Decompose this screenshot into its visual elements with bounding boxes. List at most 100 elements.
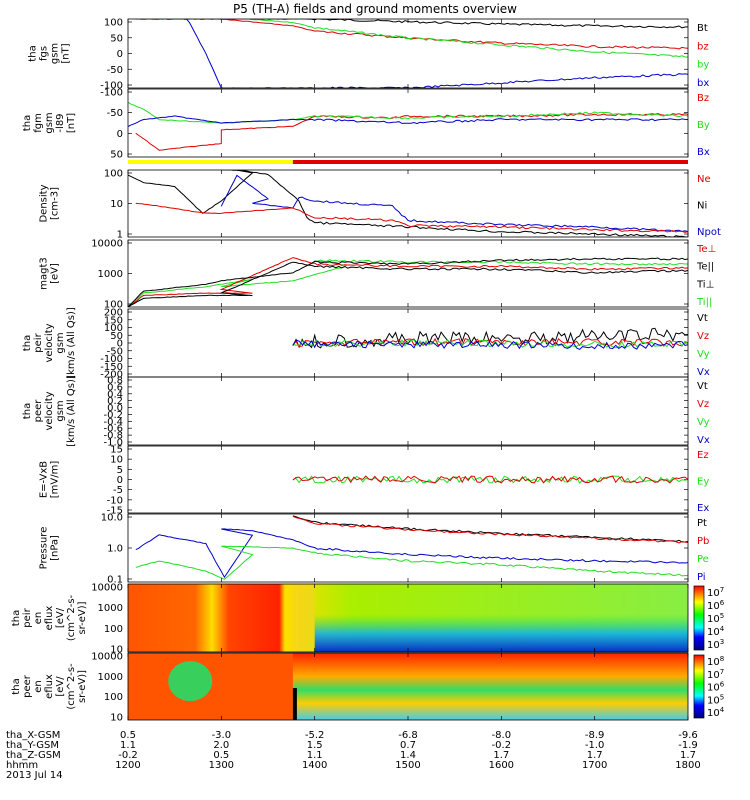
panel-ylabel: magt3[eV] xyxy=(39,257,61,290)
panel-ylabel: thapeireneflux[eV/(cm^2-s-sr-eV)] xyxy=(11,594,88,641)
legend-Vz: Vz xyxy=(697,331,709,342)
orbit-value: 1.1 xyxy=(120,740,136,751)
ytick-label: -100 xyxy=(100,81,123,92)
legend-Vt: Vt xyxy=(697,313,708,324)
legend-by: by xyxy=(697,60,709,71)
legend-Bx: Bx xyxy=(697,147,710,158)
colorbar xyxy=(693,654,705,719)
colorbar-tick: 103 xyxy=(707,638,724,651)
panel-ylabel: thafgmgsm-l89[nT] xyxy=(22,112,77,133)
series-Ti|| xyxy=(128,259,688,307)
ytick-label: 0.8 xyxy=(107,376,123,387)
time-tick-label: 1300 xyxy=(209,760,234,771)
ytick-label: 100 xyxy=(104,624,123,635)
ytick-label: 1000 xyxy=(98,269,123,280)
legend-Vy: Vy xyxy=(697,349,710,360)
ytick-label: 10 xyxy=(110,199,123,210)
ytick-label: 50 xyxy=(110,33,123,44)
mode-bar-red xyxy=(292,160,688,164)
series-Ey xyxy=(292,475,688,484)
legend-Npot: Npot xyxy=(697,227,721,238)
series-Pt xyxy=(292,515,688,543)
panel-ylabel: Pressure[nPa] xyxy=(39,527,61,570)
ytick-label: 0 xyxy=(117,129,123,140)
legend-Ex: Ex xyxy=(697,503,709,514)
panel-10: thapeereneflux[eV/(cm^2-s-sr-eV)]10000 10… xyxy=(11,652,725,724)
ytick-label: 10000 xyxy=(91,652,123,663)
ytick-label: 1000 xyxy=(98,603,123,614)
ytick-label: -50 xyxy=(107,346,123,357)
orbit-value: 1.7 xyxy=(587,750,603,761)
series-by xyxy=(135,19,688,58)
series-Pi xyxy=(135,528,688,579)
ytick-label: 50 xyxy=(110,331,123,342)
legend-Te||: Te|| xyxy=(696,262,714,273)
legend-Ti⊥: Ti⊥ xyxy=(696,279,714,290)
legend-Ey: Ey xyxy=(697,477,709,488)
panel-ylabel: thapeereneflux[eV/(cm^2-s-sr-eV)] xyxy=(11,663,88,710)
ytick-label: -0.8 xyxy=(103,431,123,442)
ytick-label: -15 xyxy=(107,506,123,517)
ytick-label: 0 xyxy=(117,339,123,350)
orbit-label: tha_X-GSM xyxy=(6,730,60,741)
legend-Pt: Pt xyxy=(697,518,707,529)
orbit-value: 1.7 xyxy=(493,750,509,761)
legend-Pi: Pi xyxy=(697,572,706,583)
legend-Pe: Pe xyxy=(697,554,709,565)
panel-ylabel: Density[cm-3] xyxy=(39,184,61,222)
legend-bz: bz xyxy=(697,41,709,52)
colorbar-tick: 105 xyxy=(707,612,724,625)
orbit-value: -3.0 xyxy=(212,730,232,741)
panel-ylabel: thapeirvelocitygsm[km/s (All Qs)] xyxy=(22,307,77,379)
panel-8: Pressure[nPa] 10.0 1.0 0.1 Pt Pb Pe Pi xyxy=(39,513,710,586)
ytick-label: 150 xyxy=(104,315,123,326)
legend-Vt: Vt xyxy=(697,381,708,392)
ytick-label: 0.2 xyxy=(107,396,123,407)
ytick-label: -50 xyxy=(107,65,123,76)
orbit-label: tha_Z-GSM xyxy=(6,750,61,761)
series-Ti⊥ xyxy=(128,257,688,307)
ytick-label: -0.6 xyxy=(103,424,123,435)
legend-Vz: Vz xyxy=(697,399,709,410)
orbit-value: 0.5 xyxy=(213,750,229,761)
ytick-label: -200 xyxy=(100,370,123,381)
legend-Pb: Pb xyxy=(697,536,709,547)
ytick-label: 10 xyxy=(110,713,123,724)
legend-Vy: Vy xyxy=(697,417,710,428)
panel-4: magt3[eV] 10000 1000 100 Te⊥ Te|| Ti⊥ Ti|| xyxy=(39,239,717,311)
ytick-label: 1 xyxy=(117,230,123,241)
orbit-value: -8.0 xyxy=(492,730,512,741)
ytick-label: 100 xyxy=(104,18,123,29)
page-title: P5 (TH-A) fields and ground moments over… xyxy=(233,2,517,16)
series-bz xyxy=(135,19,688,50)
ytick-label: -150 xyxy=(100,362,123,373)
ytick-label: 0 xyxy=(117,49,123,60)
time-tick-label: 1800 xyxy=(675,760,700,771)
series-Npot xyxy=(220,174,688,233)
legend-Ti||: Ti|| xyxy=(696,297,712,308)
panel-ylabel: thapeervelocitygsm[km/s (All Qs)] xyxy=(22,375,77,447)
series-Vy xyxy=(292,338,688,349)
colorbar-tick: 106 xyxy=(707,681,725,694)
time-tick-label: 1600 xyxy=(489,760,514,771)
ytick-label: -100 xyxy=(100,88,123,99)
legend-Ne: Ne xyxy=(697,174,711,185)
ytick-label: 10000 xyxy=(91,583,123,594)
panel-5: thapeirvelocitygsm[km/s (All Qs)] 2001501… xyxy=(22,307,710,380)
legend-Bt: Bt xyxy=(697,23,708,34)
ytick-label: 10000 xyxy=(91,239,123,250)
ytick-label: 5 xyxy=(117,465,123,476)
panel-9: thapeireneflux[eV/(cm^2-s-sr-eV)]10000 10… xyxy=(11,583,725,656)
legend-bx: bx xyxy=(697,78,709,89)
colorbar-tick: 106 xyxy=(707,599,725,612)
colorbar-tick: 107 xyxy=(707,668,724,681)
colorbar-tick: 107 xyxy=(707,586,724,599)
orbit-value: -0.2 xyxy=(492,740,512,751)
ytick-label: -0.4 xyxy=(103,417,123,428)
panel-ylabel: E=-VxB[mV/m] xyxy=(39,461,61,499)
orbit-value: 1.1 xyxy=(307,750,323,761)
legend-Bz: Bz xyxy=(697,93,709,104)
time-tick-label: 1200 xyxy=(115,760,140,771)
spectrogram-ion-low xyxy=(314,614,688,652)
